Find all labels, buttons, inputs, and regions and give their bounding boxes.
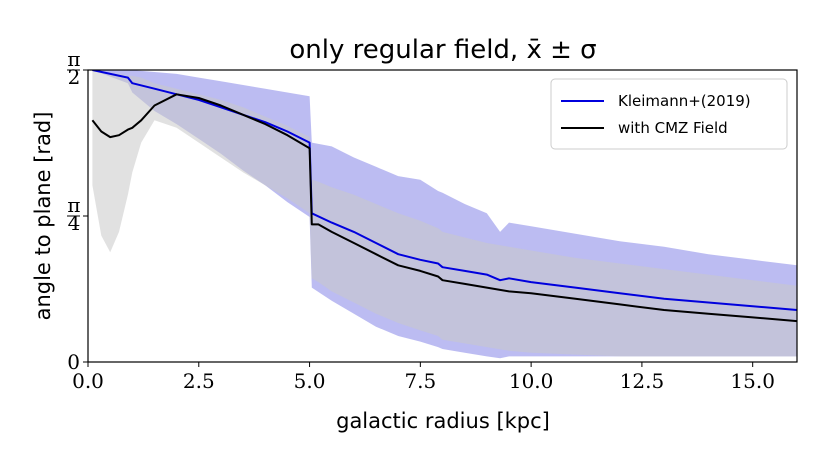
legend-box [550,78,788,150]
x-tick-label: 5.0 [294,369,326,393]
series-lines [91,70,797,323]
y-axis-label: angle to plane [rad] [31,112,55,321]
x-axis-ticks: 0.0 2.5 5.0 7.5 10.0 12.5 15.0 [72,362,775,393]
x-axis-label: galactic radius [kpc] [336,409,550,433]
y-tick-label-numerator: π [67,47,80,71]
confidence-bands [92,70,797,359]
band-cmz [92,70,797,357]
y-tick-label-denominator: 2 [68,65,81,89]
y-tick-label-numerator: π [67,193,80,217]
x-tick-label: 0.0 [72,369,104,393]
line-cmz [91,93,797,323]
x-tick-label: 7.5 [404,369,436,393]
x-tick-label: 15.0 [730,369,775,393]
y-tick-label: 0 [67,350,80,374]
legend-entry-kleimann: Kleimann+(2019) [618,92,751,110]
y-tick-label-denominator: 4 [68,211,81,235]
chart-title: only regular field, x̄ ± σ [289,35,596,65]
legend-entry-cmz: with CMZ Field [618,119,728,137]
x-tick-label: 12.5 [620,369,665,393]
x-tick-label: 2.5 [183,369,215,393]
x-tick-label: 10.0 [509,369,554,393]
line-kleimann [92,70,797,311]
legend: Kleimann+(2019) with CMZ Field [550,78,788,150]
